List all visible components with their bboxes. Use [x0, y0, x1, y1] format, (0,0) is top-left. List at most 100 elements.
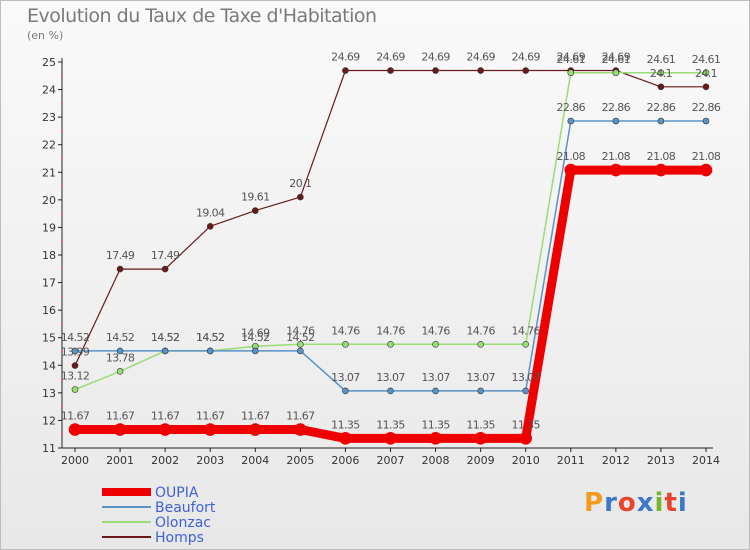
data-point-beaufort [251, 347, 259, 355]
data-point-oupia [294, 423, 307, 436]
data-label-beaufort: 14.52 [196, 331, 225, 344]
data-point-homps [342, 67, 349, 74]
data-label-oupia: 21.08 [692, 150, 721, 163]
y-tick-label: 13 [42, 387, 56, 400]
data-label-homps: 17.49 [106, 249, 135, 262]
data-point-oupia [654, 163, 668, 177]
x-tick-label: 2003 [196, 454, 224, 467]
data-label-beaufort: 13.07 [376, 371, 405, 384]
data-point-homps [161, 265, 169, 273]
data-label-oupia: 11.35 [331, 418, 360, 431]
y-tick-label: 21 [42, 166, 56, 179]
data-point-homps [71, 362, 79, 369]
data-label-olonzac: 14.69 [241, 326, 270, 339]
data-point-beaufort [71, 347, 79, 355]
data-label-oupia: 11.67 [61, 410, 90, 423]
data-point-oupia [113, 423, 127, 436]
data-point-beaufort [161, 347, 169, 355]
data-label-beaufort: 14.52 [286, 331, 315, 344]
logo-letter: o [617, 488, 637, 518]
data-point-beaufort [387, 387, 394, 395]
data-point-olonzac [702, 69, 710, 77]
y-minor-tick [61, 240, 63, 243]
data-label-homps: 17.49 [151, 249, 180, 262]
data-label-beaufort: 13.07 [511, 371, 540, 384]
data-label-beaufort: 14.52 [241, 331, 270, 344]
data-label-olonzac: 14.76 [331, 324, 360, 337]
data-label-beaufort: 22.86 [692, 101, 721, 114]
y-minor-tick [61, 74, 63, 77]
data-point-olonzac [387, 341, 394, 348]
logo-letter: i [654, 488, 665, 518]
data-point-beaufort [432, 387, 439, 395]
data-label-oupia: 11.67 [106, 410, 135, 423]
data-point-homps [522, 67, 530, 74]
data-point-oupia [248, 423, 262, 436]
data-label-homps: 24.69 [557, 51, 586, 64]
x-tick-label: 2008 [422, 454, 450, 467]
data-label-homps: 20.1 [289, 177, 311, 190]
data-label-beaufort: 13.07 [466, 371, 495, 384]
data-point-oupia [339, 432, 352, 445]
x-tick-label: 2002 [151, 454, 179, 467]
data-point-oupia [699, 163, 713, 177]
data-label-oupia: 11.67 [196, 410, 225, 423]
series-line-oupia [70, 165, 711, 443]
data-label-homps: 24.69 [602, 51, 631, 64]
data-label-beaufort: 14.52 [61, 331, 90, 344]
data-point-homps [702, 83, 710, 91]
data-label-olonzac: 24.61 [602, 53, 631, 66]
data-label-oupia: 11.35 [421, 418, 450, 431]
data-point-olonzac [342, 341, 349, 348]
data-label-homps: 19.61 [241, 191, 270, 204]
data-label-olonzac: 13.12 [61, 370, 90, 383]
data-point-homps [387, 67, 394, 74]
data-label-homps: 24.69 [331, 51, 360, 64]
data-label-olonzac: 14.52 [196, 331, 225, 344]
x-tick-label: 2004 [241, 454, 269, 467]
logo-letter: x [636, 488, 655, 518]
logo-letter: P [584, 488, 605, 518]
data-point-oupia [474, 432, 487, 445]
y-minor-tick [61, 185, 63, 188]
x-tick-label: 2011 [557, 454, 585, 467]
y-minor-tick [61, 295, 63, 298]
data-label-olonzac: 14.76 [466, 324, 495, 337]
data-label-homps: 24.69 [466, 51, 495, 64]
data-label-beaufort: 14.52 [151, 331, 180, 344]
data-label-olonzac: 14.76 [286, 324, 315, 337]
chart-title: Evolution du Taux de Taxe d'Habitation [27, 5, 377, 27]
x-tick-label: 2005 [286, 454, 314, 467]
y-minor-tick [61, 378, 63, 381]
data-point-homps [432, 67, 439, 74]
data-label-olonzac: 14.76 [421, 324, 450, 337]
logo-letter: r [604, 488, 618, 518]
data-point-beaufort [522, 387, 530, 395]
data-point-beaufort [612, 117, 620, 125]
data-label-homps: 24.69 [511, 51, 540, 64]
y-minor-tick [61, 322, 63, 325]
y-tick-label: 22 [42, 139, 56, 152]
data-point-olonzac [522, 341, 530, 348]
data-label-olonzac: 24.61 [557, 53, 586, 66]
data-label-oupia: 11.35 [376, 418, 405, 431]
data-point-olonzac [116, 368, 124, 375]
legend-label-homps: Homps [155, 530, 204, 546]
data-point-olonzac [477, 341, 484, 348]
data-label-oupia: 11.67 [241, 410, 270, 423]
data-label-homps: 24.69 [376, 51, 405, 64]
data-point-oupia [384, 432, 397, 445]
data-label-beaufort: 22.86 [602, 101, 631, 114]
x-tick-label: 2010 [512, 454, 540, 467]
y-tick-label: 16 [42, 304, 56, 317]
data-label-homps: 24.69 [421, 51, 450, 64]
data-label-beaufort: 22.86 [647, 101, 676, 114]
data-point-homps [206, 223, 214, 230]
data-point-beaufort [342, 387, 349, 395]
y-tick-label: 19 [42, 221, 56, 234]
data-label-beaufort: 14.52 [106, 331, 135, 344]
x-tick-label: 2000 [61, 454, 89, 467]
data-label-homps: 19.04 [196, 206, 225, 219]
